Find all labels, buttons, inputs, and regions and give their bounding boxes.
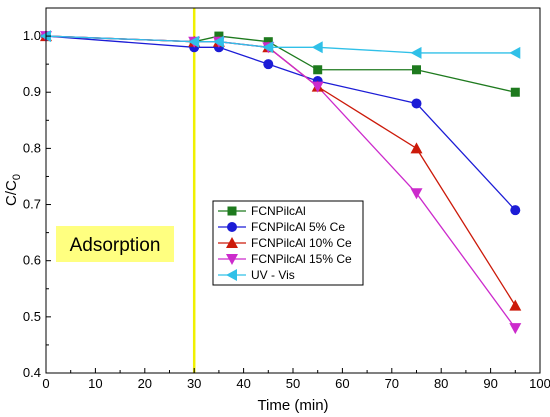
x-tick-label: 90: [483, 376, 497, 391]
x-tick-label: 60: [335, 376, 349, 391]
series-markers-2: [41, 31, 521, 216]
x-tick-label: 30: [187, 376, 201, 391]
legend-label: FCNPilcAl: [251, 204, 306, 218]
legend-label: FCNPilcAl 10% Ce: [251, 236, 352, 250]
data-point: [510, 87, 520, 97]
data-point: [410, 142, 423, 154]
legend-marker: [227, 222, 237, 232]
series-line: [45, 35, 516, 93]
data-point: [188, 35, 200, 48]
series-2: [45, 35, 516, 211]
data-point: [313, 65, 323, 75]
legend-label: FCNPilcAl 5% Ce: [251, 220, 345, 234]
legend-label: FCNPilcAl 15% Ce: [251, 252, 352, 266]
data-point: [510, 205, 521, 216]
data-point: [509, 299, 522, 311]
x-tick-label: 80: [434, 376, 448, 391]
data-point: [212, 35, 224, 48]
data-point: [262, 41, 274, 54]
series-line: [45, 35, 516, 211]
data-point: [311, 41, 323, 54]
data-point: [411, 98, 422, 109]
y-tick-label: 0.5: [23, 309, 41, 324]
series-1: [45, 35, 516, 93]
data-point: [263, 59, 274, 70]
legend-entry: FCNPilcAl 15% Ce: [218, 252, 352, 266]
legend-entry: FCNPilcAl: [218, 204, 306, 218]
legend-entry: FCNPilcAl 5% Ce: [218, 220, 345, 234]
legend-label: UV - Vis: [251, 268, 295, 282]
y-axis-label-sub: 0: [11, 174, 23, 180]
data-point: [311, 81, 324, 93]
x-tick-label: 20: [138, 376, 152, 391]
x-tick-label: 100: [529, 376, 550, 391]
series-markers-5: [40, 30, 521, 59]
y-axis-label: C/C0: [3, 174, 23, 206]
y-tick-label: 0.8: [23, 140, 41, 155]
legend-marker: [226, 254, 238, 265]
y-axis-label-main: C/C: [3, 180, 20, 206]
x-tick-label: 10: [88, 376, 102, 391]
annotation-text: Adsorption: [70, 235, 161, 256]
plot-frame: [45, 7, 541, 374]
series-5: [45, 35, 516, 54]
legend-entry: FCNPilcAl 10% Ce: [218, 236, 352, 250]
legend-box: [212, 200, 364, 286]
legend-marker: [227, 206, 237, 216]
x-tick-label: 0: [42, 376, 49, 391]
legend-entry: UV - Vis: [218, 268, 295, 282]
y-tick-label: 0.6: [23, 253, 41, 268]
data-point: [509, 323, 522, 335]
x-tick-label: 50: [286, 376, 300, 391]
data-point: [410, 46, 422, 59]
annotation-box: [56, 226, 174, 262]
data-point: [410, 188, 423, 200]
y-tick-label: 1.0: [23, 28, 41, 43]
x-tick-label: 40: [236, 376, 250, 391]
y-tick-label: 0.4: [23, 365, 41, 380]
series-line: [45, 35, 516, 54]
x-axis-label: Time (min): [257, 397, 328, 414]
y-tick-label: 0.9: [23, 84, 41, 99]
legend-marker: [226, 269, 237, 281]
data-point: [509, 46, 521, 59]
legend-marker: [226, 237, 238, 248]
x-tick-label: 70: [385, 376, 399, 391]
y-tick-label: 0.7: [23, 197, 41, 212]
data-point: [412, 65, 421, 75]
